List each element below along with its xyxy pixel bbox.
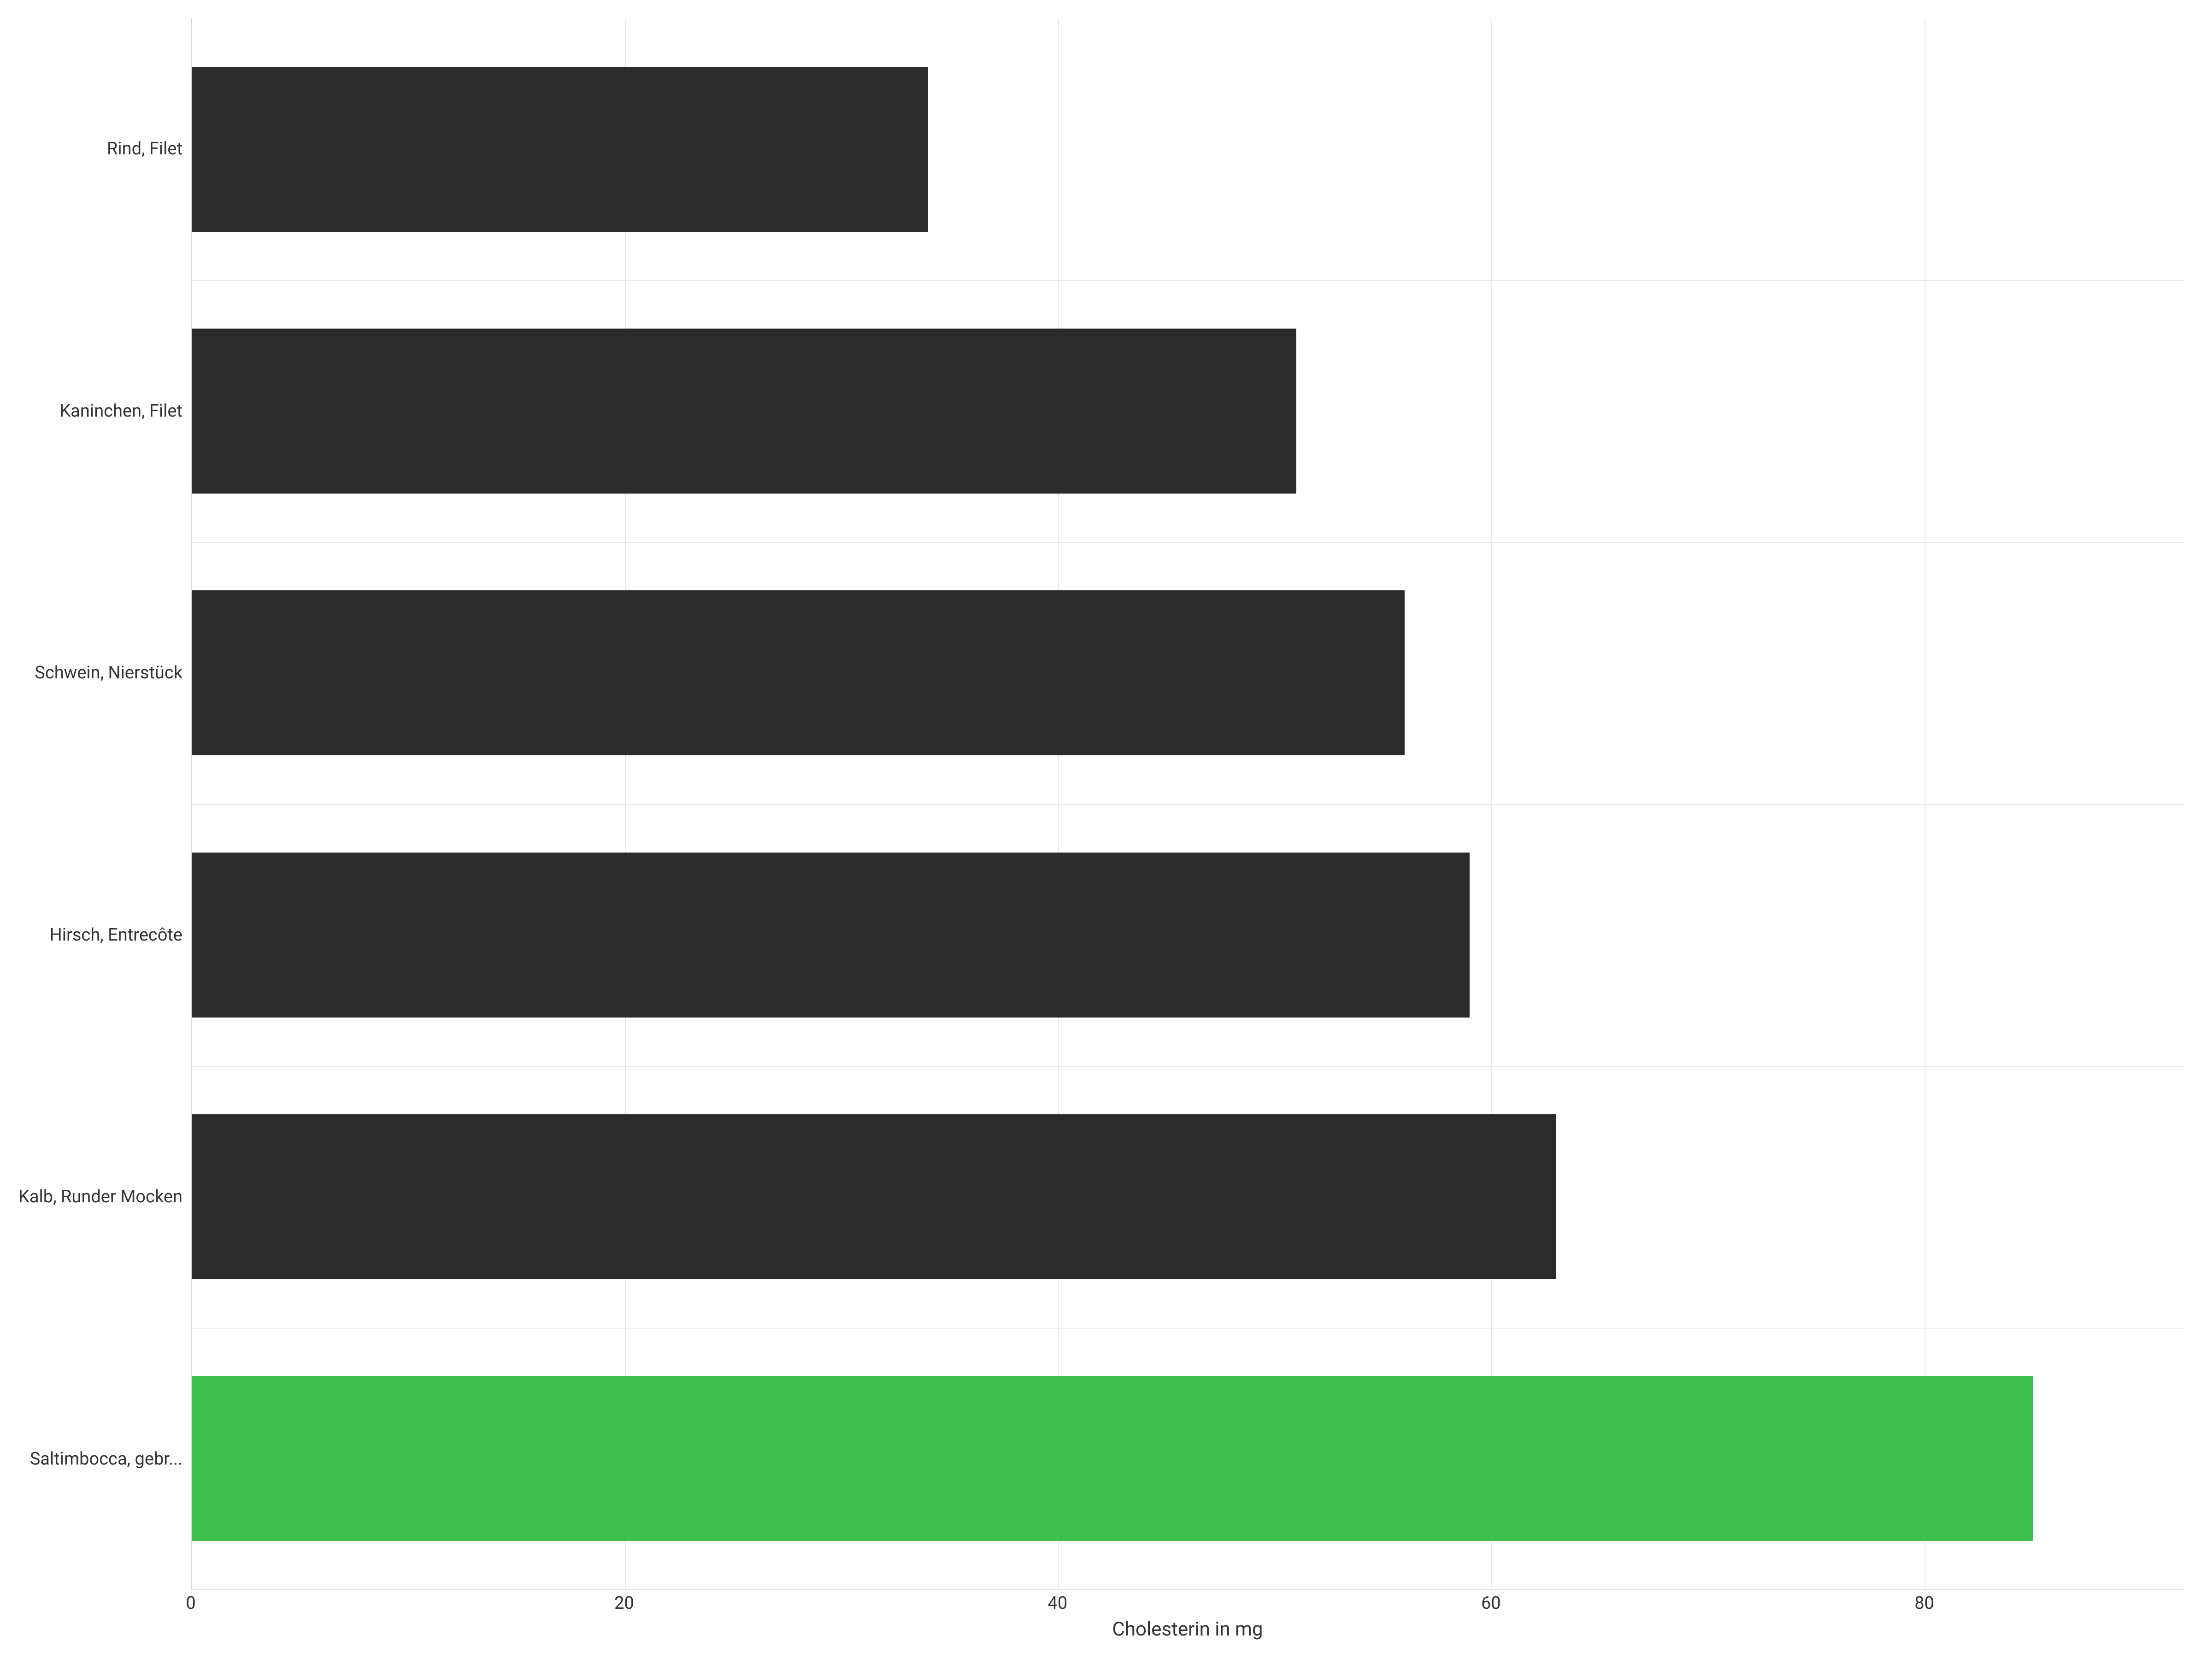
bar (192, 590, 1405, 755)
y-axis-label: Rind, Filet (18, 140, 182, 159)
bars-container (192, 18, 2184, 1589)
cholesterol-bar-chart: Rind, Filet Kaninchen, Filet Schwein, Nier… (18, 18, 2184, 1641)
x-axis-spacer (18, 1593, 191, 1616)
chart-body: Rind, Filet Kaninchen, Filet Schwein, Nier… (18, 18, 2184, 1590)
bar-row (192, 67, 2184, 232)
bar-row (192, 329, 2184, 494)
x-axis: 0 20 40 60 80 (18, 1593, 2184, 1616)
bar (192, 67, 928, 232)
x-axis-tick: 40 (1048, 1593, 1068, 1613)
x-axis-title: Cholesterin in mg (191, 1618, 2184, 1641)
x-axis-tick: 20 (614, 1593, 634, 1613)
x-axis-tick: 60 (1481, 1593, 1501, 1613)
y-axis-label: Hirsch, Entrecôte (18, 926, 182, 945)
bar-row (192, 590, 2184, 755)
y-axis-labels: Rind, Filet Kaninchen, Filet Schwein, Nier… (18, 18, 191, 1590)
y-axis-label: Schwein, Nierstück (18, 664, 182, 683)
bar-row (192, 853, 2184, 1018)
x-axis-ticks: 020406080 (191, 1593, 2184, 1616)
bar-row (192, 1114, 2184, 1279)
x-axis-tick: 80 (1914, 1593, 1934, 1613)
bar (192, 329, 1296, 494)
x-axis-title-spacer (18, 1616, 191, 1641)
bar-highlight (192, 1376, 2033, 1541)
y-axis-label: Kaninchen, Filet (18, 402, 182, 421)
y-axis-label: Saltimbocca, gebr... (18, 1450, 182, 1469)
bar (192, 1114, 1556, 1279)
y-axis-label: Kalb, Runder Mocken (18, 1188, 182, 1207)
plot-area (191, 18, 2184, 1590)
x-axis-title-row: Cholesterin in mg (18, 1616, 2184, 1641)
bar-row (192, 1376, 2184, 1541)
bar (192, 853, 1470, 1018)
x-axis-tick: 0 (186, 1593, 195, 1613)
